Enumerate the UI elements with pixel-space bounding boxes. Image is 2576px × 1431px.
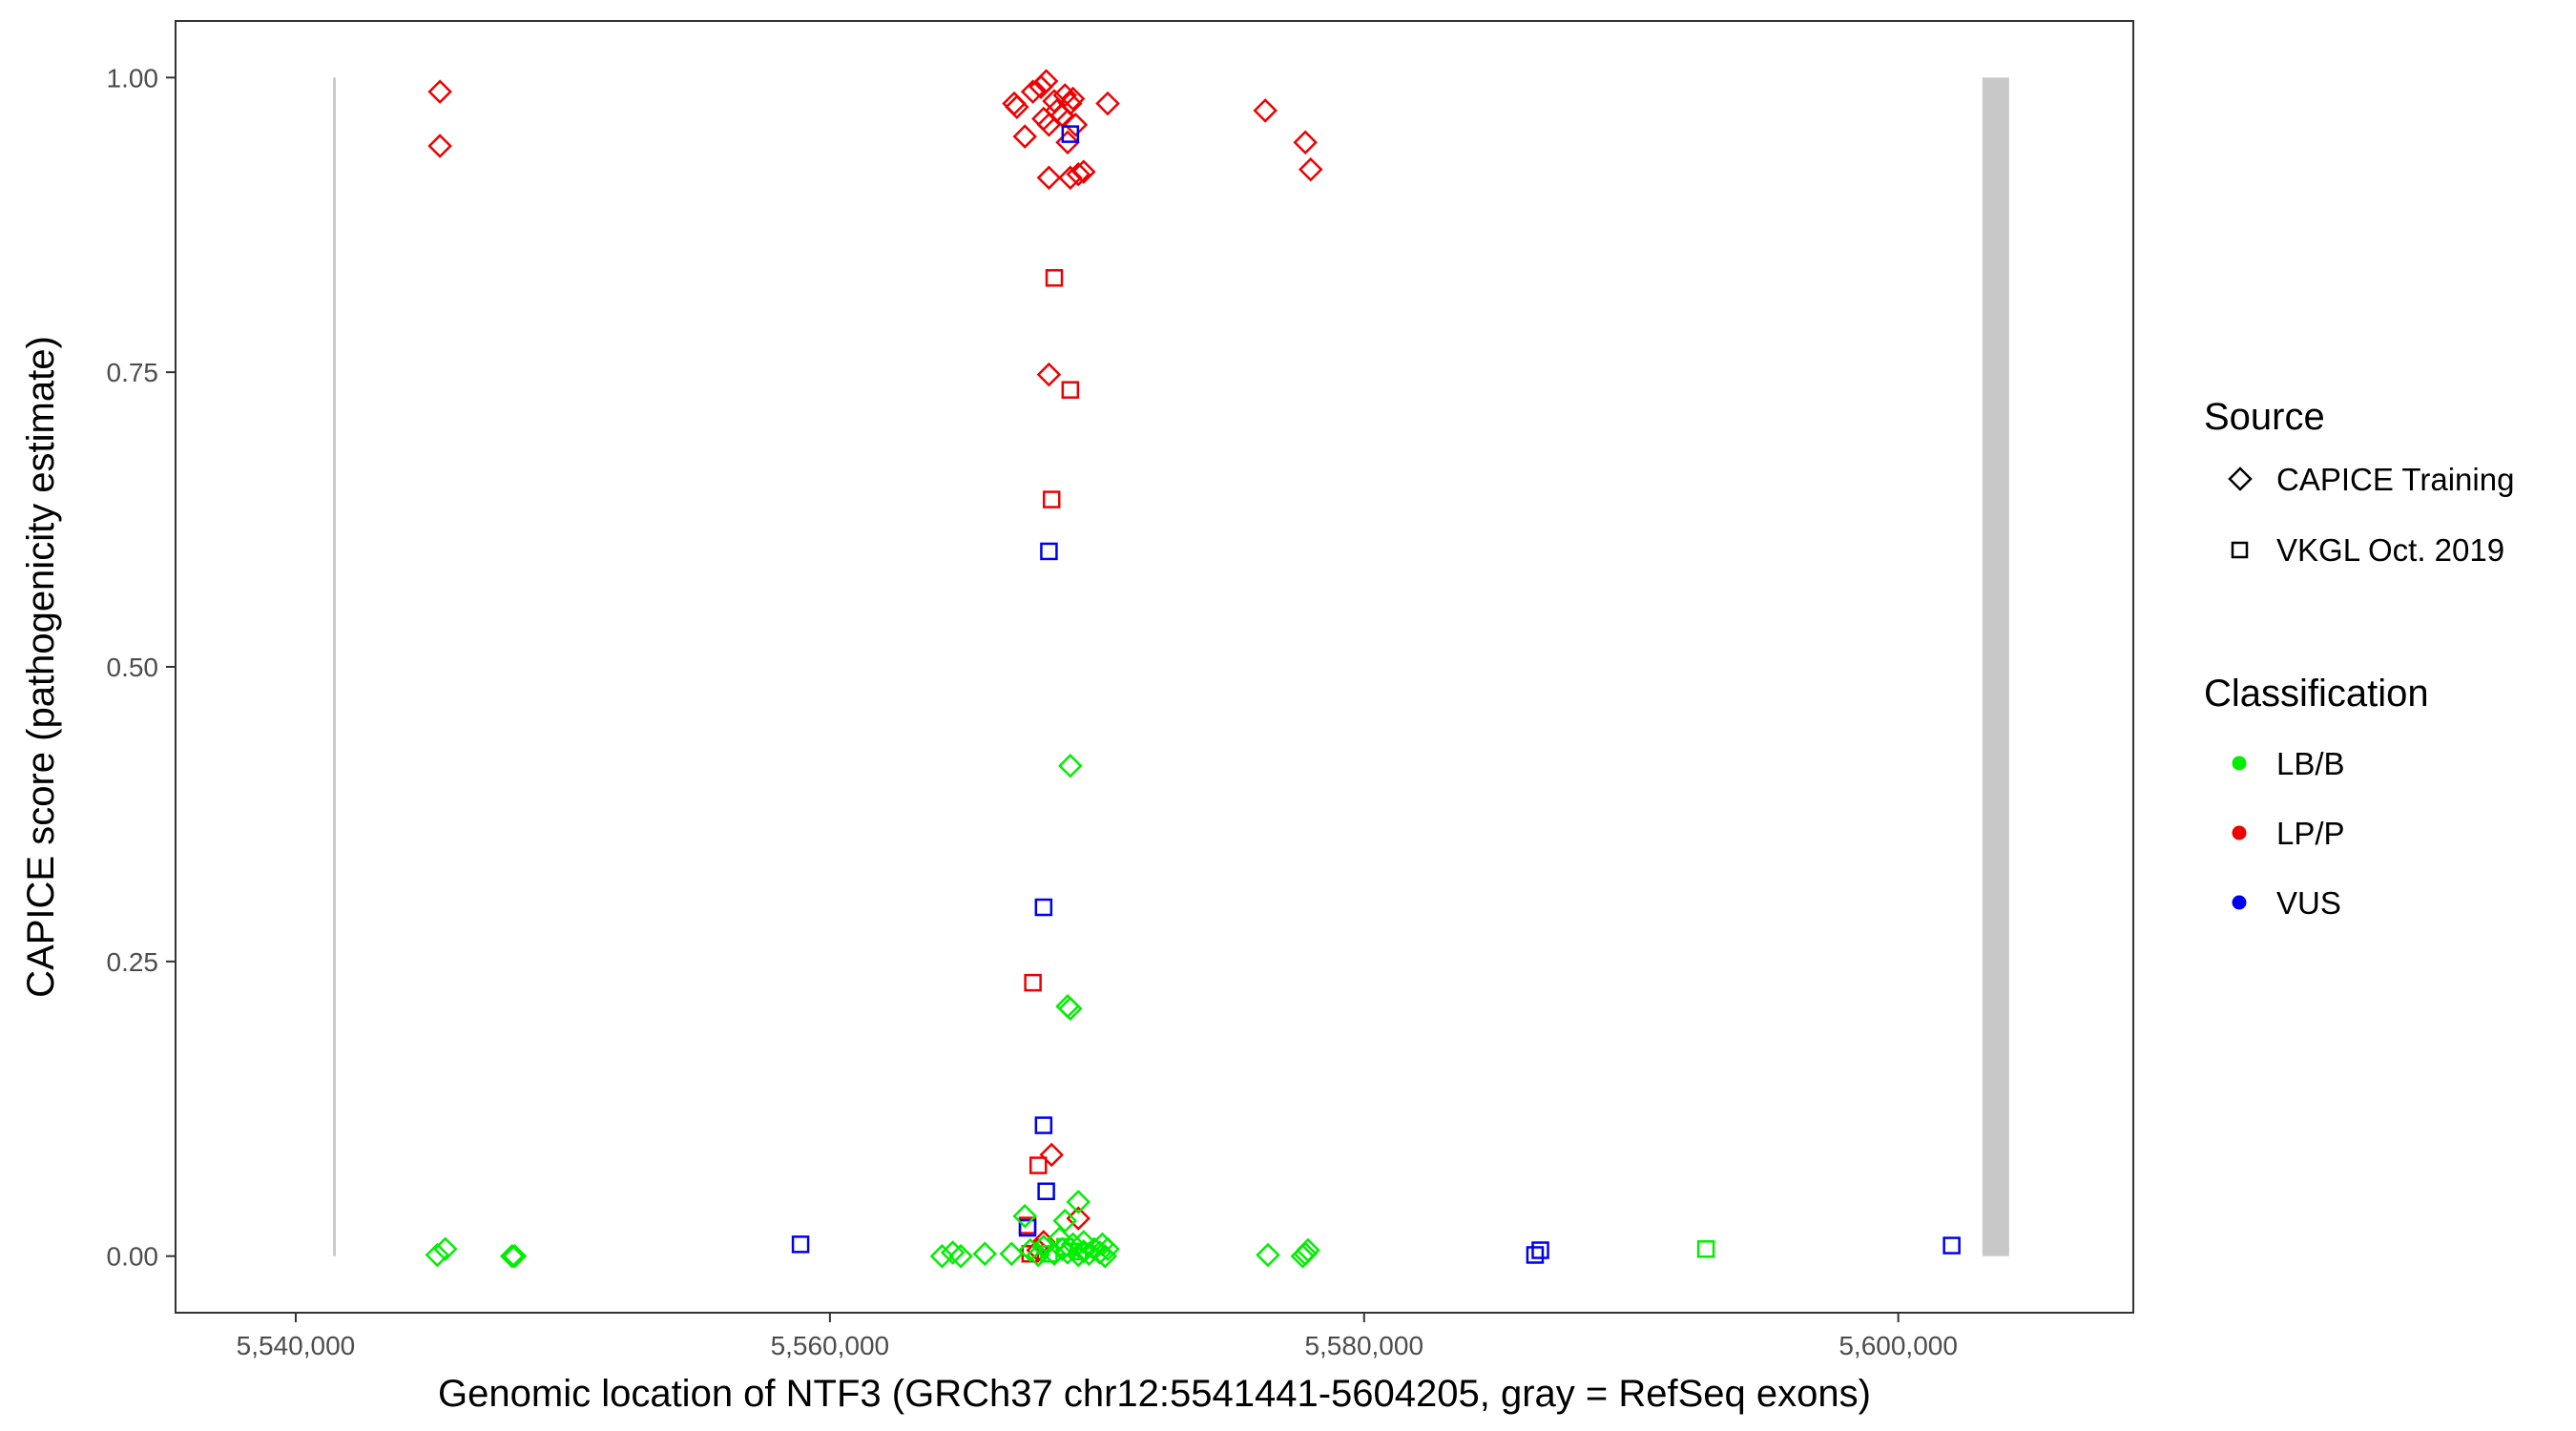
data-point-diamond: [432, 1236, 458, 1262]
y-tick-label: 0.75: [107, 358, 159, 387]
data-point-diamond: [1095, 91, 1120, 116]
data-point-square: [1531, 1241, 1549, 1259]
data-point-diamond: [1012, 1203, 1037, 1229]
data-point-diamond: [1005, 94, 1029, 119]
data-point-diamond: [1066, 161, 1091, 187]
data-point-diamond: [1036, 165, 1062, 191]
data-point-diamond: [1033, 69, 1059, 93]
data-point-diamond: [1058, 165, 1083, 191]
y-tick-label: 0.50: [107, 653, 159, 682]
legend-item-capice-training: CAPICE Training: [2228, 462, 2514, 497]
data-point-square: [1942, 1236, 1961, 1255]
data-point-square: [1526, 1246, 1545, 1264]
legend-item-lp-p: LP/P: [2232, 816, 2345, 851]
data-point-diamond: [1031, 1234, 1056, 1259]
data-point-diamond: [1071, 159, 1096, 184]
data-point-diamond: [1052, 83, 1077, 108]
data-point-diamond: [499, 1243, 525, 1269]
data-point-square: [1034, 898, 1053, 917]
x-tick-label: 5,600,000: [1839, 1331, 1958, 1360]
data-point-diamond: [1020, 79, 1046, 104]
legend-label-lp-p: LP/P: [2276, 816, 2345, 851]
data-point-square: [1042, 490, 1061, 508]
legend-square-icon: [2231, 541, 2249, 559]
points-layer: [425, 69, 1961, 1269]
data-point-square: [1045, 269, 1064, 287]
legend-item-lb-b: LB/B: [2232, 746, 2345, 781]
data-point-diamond: [1071, 1238, 1096, 1264]
data-point-diamond: [1063, 112, 1089, 137]
data-point-diamond: [1039, 1142, 1064, 1168]
data-point-diamond: [1092, 1243, 1117, 1269]
legend-label-capice-training: CAPICE Training: [2276, 462, 2514, 497]
legend-item-vus: VUS: [2232, 885, 2341, 921]
data-point-square: [1037, 1182, 1055, 1201]
data-point-diamond: [1012, 124, 1037, 149]
data-point-square: [1028, 1156, 1048, 1174]
data-point-diamond: [425, 1242, 450, 1268]
data-point-diamond: [1293, 130, 1318, 156]
data-point-diamond: [1060, 86, 1086, 112]
x-axis-title: Genomic location of NTF3 (GRCh37 chr12:5…: [438, 1373, 1871, 1415]
data-point-diamond: [1066, 1206, 1091, 1231]
data-point-square: [1696, 1240, 1715, 1258]
data-point-diamond: [1055, 130, 1080, 156]
legend: Source CAPICE Training VKGL Oct. 2019 Cl…: [2204, 396, 2514, 921]
data-point-square: [1069, 1242, 1088, 1261]
data-point-square: [1040, 542, 1058, 561]
legend-label-vkgl: VKGL Oct. 2019: [2276, 532, 2504, 568]
data-point-diamond: [929, 1243, 955, 1269]
data-point-diamond: [1293, 1241, 1318, 1266]
y-tick-label: 1.00: [107, 63, 159, 93]
data-point-square: [1061, 125, 1080, 143]
data-point-diamond: [1066, 1190, 1091, 1214]
y-axis: 0.00 0.25 0.50 0.75 1.00: [107, 63, 176, 1272]
data-point-square: [1018, 1218, 1037, 1237]
legend-diamond-icon: [2228, 467, 2253, 491]
legend-label-vus: VUS: [2276, 885, 2341, 921]
y-tick-label: 0.25: [107, 947, 159, 977]
data-point-square: [1061, 381, 1080, 399]
data-point-diamond: [1253, 98, 1278, 123]
y-axis-title: CAPICE score (pathogenicity estimate): [20, 336, 62, 998]
data-point-diamond: [427, 134, 452, 158]
data-point-square: [791, 1235, 810, 1254]
data-point-diamond: [1036, 362, 1062, 387]
data-point-diamond: [1058, 754, 1083, 778]
legend-dot-icon: [2232, 825, 2247, 840]
data-point-diamond: [948, 1243, 973, 1269]
data-point-square: [1024, 973, 1042, 992]
data-point-diamond: [1076, 1241, 1102, 1266]
data-point-diamond: [427, 79, 452, 104]
exon-bar: [333, 77, 336, 1256]
data-point-diamond: [972, 1241, 997, 1266]
x-axis: 5,540,000 5,560,000 5,580,000 5,600,000: [237, 1313, 1958, 1360]
data-point-diamond: [1095, 1236, 1120, 1262]
data-point-diamond: [940, 1240, 966, 1265]
x-tick-label: 5,580,000: [1304, 1331, 1423, 1360]
data-point-diamond: [1028, 74, 1053, 99]
x-tick-label: 5,560,000: [771, 1331, 890, 1360]
x-tick-label: 5,540,000: [237, 1331, 356, 1360]
legend-dot-icon: [2232, 756, 2247, 771]
data-point-diamond: [502, 1243, 528, 1269]
exon-bar: [1982, 77, 2009, 1256]
data-point-diamond: [1298, 156, 1323, 182]
data-point-diamond: [1042, 1241, 1067, 1266]
legend-dot-icon: [2232, 895, 2247, 910]
y-tick-label: 0.00: [107, 1242, 159, 1272]
data-point-diamond: [1052, 1208, 1077, 1234]
data-point-diamond: [1058, 996, 1083, 1022]
exon-layer: [333, 77, 2009, 1256]
data-point-diamond: [1256, 1242, 1280, 1268]
legend-label-lb-b: LB/B: [2276, 746, 2345, 781]
legend-source-title: Source: [2204, 396, 2325, 438]
legend-item-vkgl: VKGL Oct. 2019: [2231, 532, 2504, 568]
legend-classification-title: Classification: [2204, 673, 2429, 715]
data-point-square: [1055, 1237, 1074, 1256]
data-point-square: [1034, 1116, 1053, 1134]
